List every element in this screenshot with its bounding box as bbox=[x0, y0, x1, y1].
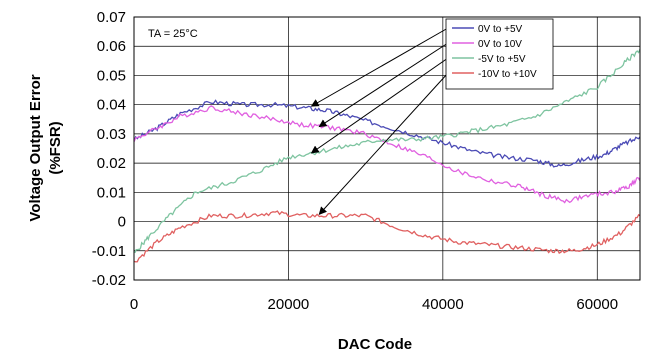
x-axis-title: DAC Code bbox=[338, 336, 412, 353]
plot-area-border bbox=[133, 16, 641, 281]
legend-label: -10V to +10V bbox=[478, 69, 537, 80]
y-tick-label: 0.01 bbox=[97, 184, 126, 201]
temperature-annotation: TA = 25°C bbox=[148, 28, 198, 40]
series-line-1 bbox=[133, 105, 641, 204]
legend-label: 0V to 10V bbox=[478, 39, 522, 50]
legend-arrow bbox=[318, 72, 449, 215]
chart-legend: 0V to +5V 0V to 10V -5V to +5V -10V to +10V bbox=[445, 18, 554, 90]
y-tick-label: 0.07 bbox=[97, 9, 126, 26]
legend-label: -5V to +5V bbox=[478, 54, 526, 65]
y-tick-label: 0.04 bbox=[97, 97, 126, 114]
series-line-0 bbox=[133, 99, 641, 168]
legend-arrow bbox=[310, 27, 449, 107]
y-tick-label: 0.02 bbox=[97, 155, 126, 172]
y-tick-label: -0.02 bbox=[92, 272, 126, 289]
legend-arrow bbox=[318, 42, 449, 128]
legend-box bbox=[445, 18, 554, 90]
series-line-3 bbox=[133, 210, 641, 263]
legend-label: 0V to +5V bbox=[478, 24, 523, 35]
y-tick-label: 0.06 bbox=[97, 38, 126, 55]
y-tick-label: -0.01 bbox=[92, 243, 126, 260]
y-tick-label: 0 bbox=[118, 214, 126, 231]
x-tick-label: 0 bbox=[130, 296, 138, 313]
x-tick-label: 60000 bbox=[576, 296, 618, 313]
x-tick-label: 40000 bbox=[422, 296, 464, 313]
y-axis-title: Voltage Output Error bbox=[27, 74, 44, 221]
y-axis-unit: (%FSR) bbox=[47, 121, 64, 174]
y-tick-label: 0.03 bbox=[97, 126, 126, 143]
series-line-2 bbox=[133, 48, 641, 254]
legend-arrow bbox=[310, 57, 449, 154]
x-tick-label: 20000 bbox=[268, 296, 310, 313]
y-tick-label: 0.05 bbox=[97, 67, 126, 84]
